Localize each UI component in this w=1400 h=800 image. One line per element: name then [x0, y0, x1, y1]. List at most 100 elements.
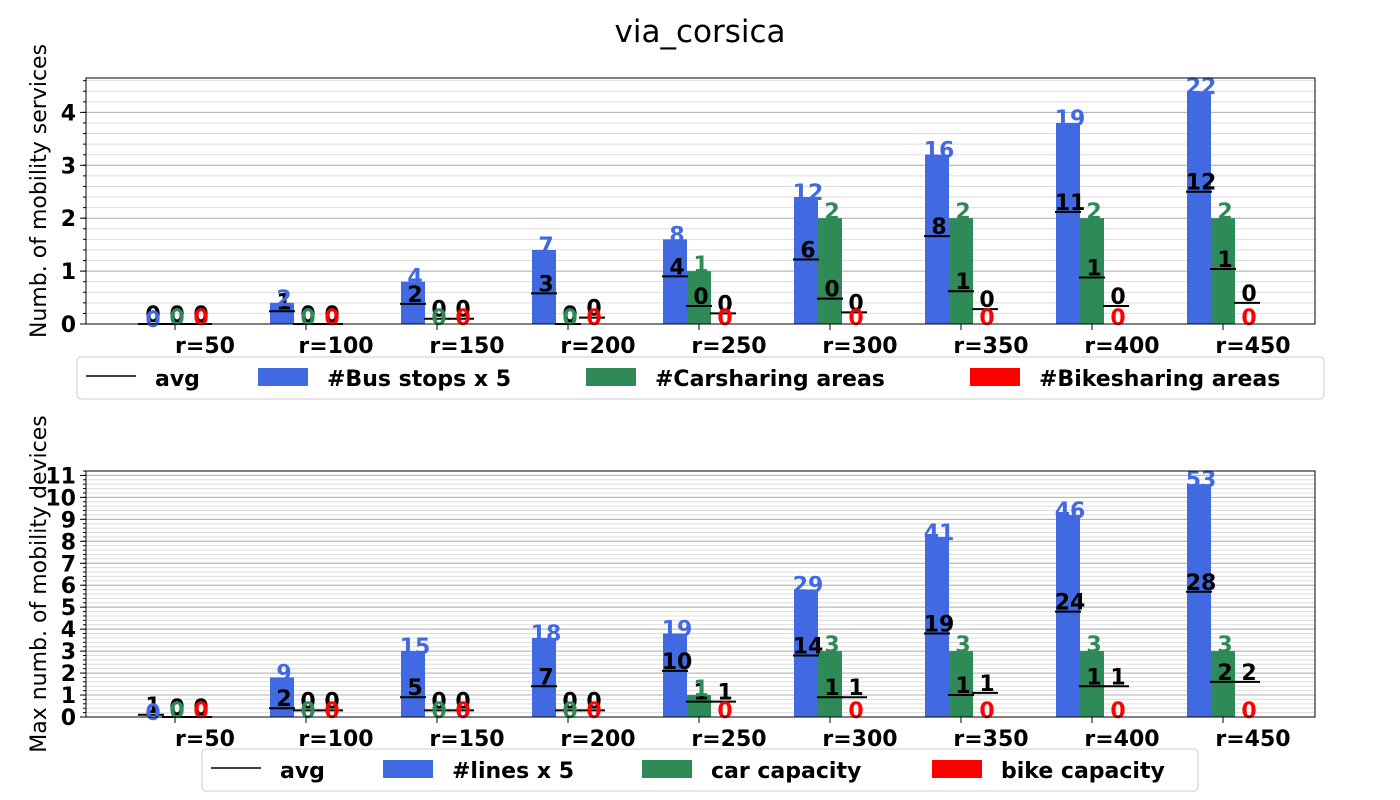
avg-label: 0	[193, 696, 208, 721]
value-label-bike: 0	[324, 306, 339, 331]
avg-label: 11	[1055, 191, 1086, 216]
avg-label: 8	[931, 215, 946, 240]
value-label-car: 3	[1217, 633, 1232, 658]
bar-car	[687, 271, 711, 324]
avg-label: 4	[669, 255, 684, 280]
value-label-bus: 16	[924, 139, 955, 164]
avg-label: 0	[169, 696, 184, 721]
avg-label: 1	[1086, 256, 1101, 281]
x-tick-label: r=300	[822, 334, 897, 359]
value-label-car: 0	[431, 699, 446, 724]
x-tick-label: r=350	[953, 727, 1028, 752]
avg-label: 0	[979, 288, 994, 313]
avg-label: 0	[193, 303, 208, 328]
avg-label: 1	[955, 674, 970, 699]
x-tick-label: r=250	[691, 727, 766, 752]
value-label-bike: 0	[1241, 306, 1256, 331]
x-tick-label: r=50	[175, 727, 235, 752]
value-label-bike: 0	[717, 699, 732, 724]
value-label-bus: 7	[538, 234, 553, 259]
bar-bus	[925, 536, 949, 717]
avg-label: 0	[824, 278, 839, 303]
value-label-bike: 0	[1110, 306, 1125, 331]
avg-label: 0	[848, 291, 863, 316]
bar-bus	[1187, 484, 1211, 717]
x-tick-label: r=450	[1215, 727, 1290, 752]
value-label-bike: 0	[193, 699, 208, 724]
y-tick-label: 0	[61, 706, 76, 731]
x-tick-label: r=100	[298, 727, 373, 752]
value-label-bike: 0	[193, 306, 208, 331]
value-label-bus: 53	[1186, 468, 1217, 493]
avg-label: 0	[562, 303, 577, 328]
y-tick-label: 2	[61, 662, 76, 687]
legend: avg #Bus stops x 5 #Carsharing areas #Bikes…	[76, 356, 1325, 400]
bar-car	[1080, 651, 1104, 717]
bar-car	[949, 218, 973, 324]
avg-label: 1	[717, 681, 732, 706]
value-label-bus: 29	[793, 574, 824, 599]
avg-label: 3	[538, 272, 553, 297]
value-label-bus: 2	[276, 287, 291, 312]
bar-bus	[925, 154, 949, 324]
avg-label: 0	[717, 292, 732, 317]
bar-bus	[794, 589, 818, 717]
legend-box	[76, 356, 1325, 400]
avg-label: 1	[1217, 248, 1232, 273]
x-tick-label: r=400	[1084, 727, 1159, 752]
value-label-car: 0	[562, 699, 577, 724]
value-label-bike: 0	[979, 699, 994, 724]
legend-label: #Bikesharing areas	[1039, 367, 1280, 392]
value-label-bike: 0	[1110, 699, 1125, 724]
value-label-car: 0	[431, 306, 446, 331]
bar-bus	[1056, 514, 1080, 717]
x-tick-label: r=150	[429, 334, 504, 359]
y-axis-label: Numb. of mobility services	[27, 44, 52, 338]
y-tick-label: 3	[61, 640, 76, 665]
value-label-bus: 0	[145, 308, 160, 333]
bar-bus	[663, 633, 687, 717]
bar-car	[1211, 218, 1235, 324]
bar-bus	[794, 197, 818, 324]
bar-bus	[532, 637, 556, 717]
value-label-bike: 0	[848, 699, 863, 724]
avg-label: 7	[538, 665, 553, 690]
avg-label: 0	[562, 689, 577, 714]
x-tick-label: r=350	[953, 334, 1028, 359]
bar-bus	[270, 302, 294, 324]
legend-label: avg	[280, 759, 325, 784]
avg-label: 1	[1110, 665, 1125, 690]
value-label-bike: 0	[455, 699, 470, 724]
y-tick-label: 1	[61, 260, 76, 285]
avg-label: 0	[324, 303, 339, 328]
bar-bus	[1056, 122, 1080, 324]
avg-label: 24	[1055, 591, 1086, 616]
bar-car	[1211, 651, 1235, 717]
avg-label: 0	[1241, 282, 1256, 307]
value-label-car: 3	[955, 633, 970, 658]
avg-label: 28	[1186, 571, 1217, 596]
avg-label: 1	[979, 672, 994, 697]
value-label-bus: 22	[1186, 75, 1217, 100]
value-label-bus: 18	[531, 622, 562, 647]
x-tick-label: r=400	[1084, 334, 1159, 359]
avg-label: 0	[455, 689, 470, 714]
y-tick-label: 2	[61, 207, 76, 232]
bar-bus	[270, 677, 294, 717]
avg-label: 1	[145, 694, 160, 719]
avg-label: 1	[1086, 665, 1101, 690]
legend-bike-swatch	[970, 368, 1020, 386]
avg-label: 1	[693, 681, 708, 706]
y-tick-label: 3	[61, 154, 76, 179]
x-tick-label: r=150	[429, 727, 504, 752]
value-label-car: 3	[824, 633, 839, 658]
value-label-car: 2	[1217, 200, 1232, 225]
bar-car	[949, 651, 973, 717]
bar-bus	[1187, 91, 1211, 325]
value-label-car: 1	[693, 253, 708, 278]
avg-label: 0	[324, 689, 339, 714]
y-tick-label: 1	[61, 684, 76, 709]
avg-label: 0	[300, 689, 315, 714]
bar-bus	[532, 249, 556, 324]
y-tick-label: 4	[61, 618, 76, 643]
